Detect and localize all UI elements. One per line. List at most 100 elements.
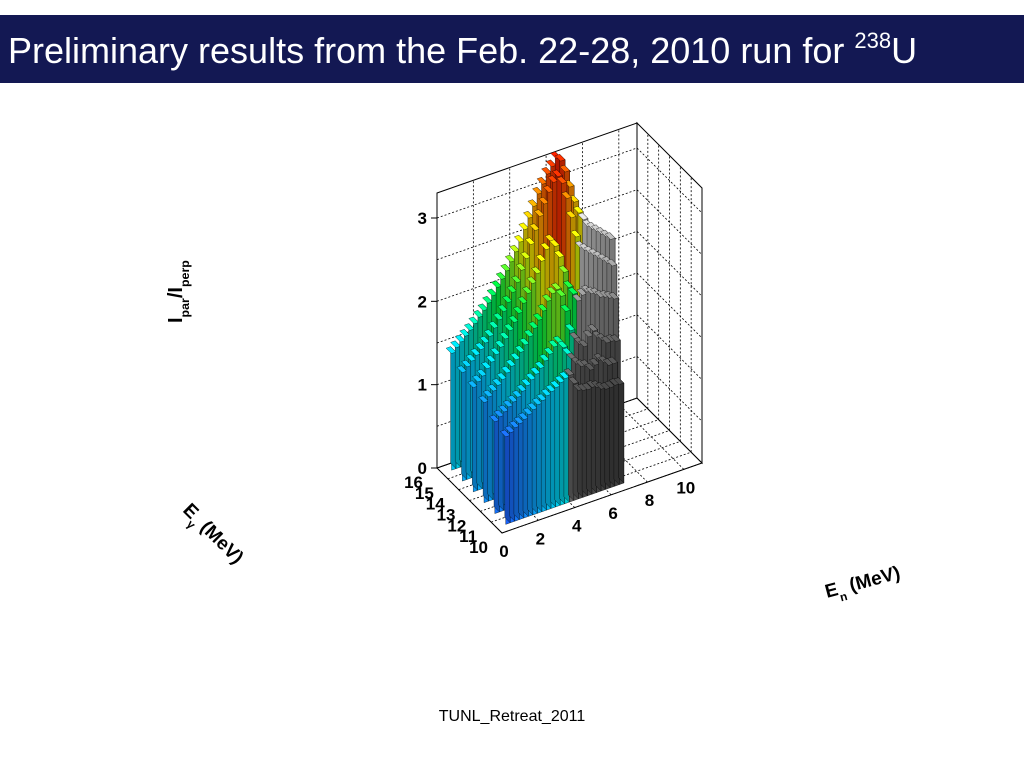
bar-top-face [519, 337, 530, 346]
bar [604, 380, 616, 489]
bar-top-face [520, 251, 531, 260]
x-tick-label: 0 [499, 542, 508, 561]
bar-top-face [587, 323, 598, 332]
bar [450, 340, 461, 469]
bar-top-face [502, 295, 513, 303]
title-bar: Preliminary results from the Feb. 22-28,… [0, 15, 1024, 83]
bar-top-face [563, 368, 575, 376]
bar-top-face [516, 384, 528, 392]
x-axis-title: En (MeV) [823, 563, 904, 608]
title-element: U [891, 30, 918, 71]
bar-top-face [538, 196, 550, 205]
bar-top-face [532, 186, 543, 195]
title-superscript: 238 [854, 28, 892, 53]
bar-top-face [527, 199, 539, 207]
bar [504, 425, 516, 524]
bar-top-face [454, 334, 466, 343]
bar-top-face [546, 286, 558, 295]
bar [590, 380, 602, 493]
bar-top-face [558, 265, 569, 273]
bar-top-face [528, 321, 539, 329]
y-tick-label: 15 [415, 484, 434, 503]
bar-top-face [558, 371, 570, 379]
bar-row [499, 368, 625, 525]
y-tick-label: 10 [469, 538, 488, 557]
bar-top-face [513, 234, 525, 243]
bar-top-face [523, 210, 534, 219]
bar-top-face [490, 347, 501, 356]
bar-top-face [529, 366, 541, 375]
bar-top-face [557, 340, 568, 349]
bar-top-face [529, 223, 540, 231]
bar-top-face [545, 159, 557, 168]
bar-top-face [461, 359, 472, 368]
bar-top-face [520, 378, 532, 387]
bar-top-face [541, 167, 552, 175]
bar-top-face [496, 372, 508, 380]
bar-top-face [595, 382, 607, 390]
bar-top-face [521, 286, 533, 294]
bar [577, 383, 588, 498]
y-tick-label: 11 [459, 527, 477, 546]
bar-top-face [570, 229, 581, 238]
bar-top-face [556, 176, 568, 184]
bar-top-face [503, 323, 515, 332]
y-axis-title: Eγ (MeV) [175, 500, 247, 572]
bar-side-face [618, 377, 625, 484]
bar-top-face [506, 285, 518, 293]
bar-top-face [523, 329, 535, 338]
wall-grid-line [436, 314, 703, 386]
y-tick-label: 13 [437, 506, 456, 525]
bar [540, 388, 552, 511]
bar-top-face [459, 329, 471, 337]
bar-top-face [575, 359, 587, 367]
bar-top-face [471, 374, 483, 383]
bar-top-face [487, 383, 498, 392]
bar-top-face [582, 329, 594, 338]
x-tick-label: 2 [536, 529, 545, 548]
bar-top-face [605, 334, 617, 342]
bar [581, 382, 593, 497]
bar-top-face [504, 425, 516, 434]
bar-top-face [604, 232, 616, 240]
bar-top-face [514, 345, 526, 353]
bar-top-face [584, 362, 596, 371]
bar-top-face [571, 293, 583, 302]
bar-top-face [564, 323, 576, 332]
bar-top-face [608, 291, 619, 300]
bar [586, 380, 597, 495]
bar-top-face [581, 382, 593, 391]
bar-top-face [476, 368, 488, 377]
bar-top-face [463, 323, 475, 331]
bar-top-face [450, 340, 461, 349]
bar-top-face [500, 365, 512, 374]
bar-top-face [540, 242, 551, 251]
bar [549, 380, 561, 508]
bar [478, 395, 489, 503]
z-tick-label: 2 [418, 292, 427, 311]
bar-top-face [594, 290, 606, 298]
bar-top-face [509, 244, 521, 253]
bar-top-face [489, 414, 500, 423]
bar-top-face [512, 306, 524, 314]
bar [527, 402, 538, 516]
x-tick-label: 6 [608, 504, 617, 523]
bar-top-face [505, 359, 517, 367]
bar-top-face [510, 352, 521, 361]
bar-top-face [493, 409, 505, 418]
bar-top-face [541, 294, 553, 302]
bar-top-face [488, 321, 500, 329]
bar-top-face [531, 397, 543, 406]
bar-top-face [504, 254, 516, 263]
bar-top-face [465, 353, 477, 362]
bar-top-face [567, 287, 579, 295]
bar-top-face [555, 289, 567, 297]
bar-top-face [483, 329, 495, 337]
bar [568, 376, 579, 501]
bar-top-face [536, 393, 547, 402]
bar-top-face [481, 361, 492, 370]
bar-top-face [522, 407, 534, 416]
bar-top-face [532, 313, 544, 321]
wall-grid-line [436, 147, 703, 219]
